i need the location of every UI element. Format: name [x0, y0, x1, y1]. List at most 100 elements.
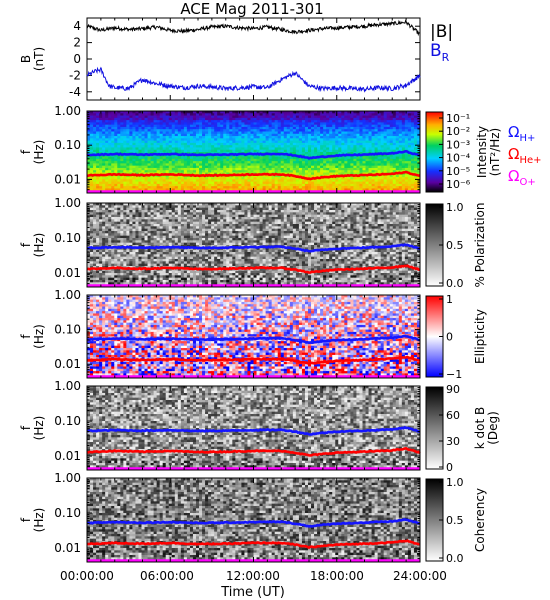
- spectrogram-cell: [405, 205, 408, 208]
- spectrogram-cell: [305, 163, 308, 166]
- spectrogram-cell: [402, 163, 405, 166]
- spectrogram-cell: [96, 120, 99, 123]
- spectrogram-cell: [190, 184, 193, 187]
- spectrogram-cell: [232, 161, 235, 164]
- spectrogram-cell: [278, 184, 281, 187]
- spectrogram-cell: [372, 179, 375, 182]
- spectrogram-cell: [138, 179, 141, 182]
- spectrogram-cell: [99, 159, 102, 162]
- spectrogram-cell: [375, 184, 378, 187]
- spectrogram-cell: [362, 113, 365, 116]
- spectrogram-cell: [353, 134, 356, 137]
- spectrogram-cell: [414, 170, 417, 173]
- spectrogram-cell: [211, 113, 214, 116]
- spectrogram-cell: [320, 143, 323, 146]
- spectrogram-cell: [163, 150, 166, 153]
- spectrogram-cell: [314, 217, 317, 220]
- spectrogram-cell: [341, 129, 344, 132]
- spectrogram-cell: [344, 120, 347, 123]
- spectrogram-cell: [260, 210, 263, 213]
- spectrogram-cell: [220, 120, 223, 123]
- spectrogram-cell: [335, 138, 338, 141]
- spectrogram-cell: [202, 141, 205, 144]
- spectrogram-cell: [202, 159, 205, 162]
- spectrogram-cell: [402, 154, 405, 157]
- spectrogram-cell: [160, 219, 163, 222]
- spectrogram-cell: [178, 147, 181, 150]
- spectrogram-cell: [244, 132, 247, 135]
- spectrogram-cell: [384, 208, 387, 211]
- spectrogram-cell: [341, 132, 344, 135]
- spectrogram-cell: [411, 127, 414, 130]
- spectrogram-cell: [257, 219, 260, 222]
- spectrogram-cell: [247, 184, 250, 187]
- spectrogram-cell: [102, 182, 105, 185]
- spectrogram-cell: [263, 208, 266, 211]
- spectrogram-cell: [244, 179, 247, 182]
- spectrogram-cell: [338, 141, 341, 144]
- spectrogram-cell: [217, 118, 220, 121]
- spectrogram-cell: [362, 150, 365, 153]
- spectrogram-cell: [241, 134, 244, 137]
- spectrogram-cell: [99, 205, 102, 208]
- spectrogram-cell: [260, 212, 263, 215]
- spectrogram-cell: [166, 113, 169, 116]
- spectrogram-cell: [399, 134, 402, 137]
- spectrogram-cell: [275, 159, 278, 162]
- spectrogram-cell: [302, 163, 305, 166]
- spectrogram-cell: [284, 129, 287, 132]
- spectrogram-cell: [178, 205, 181, 208]
- spectrogram-cell: [362, 143, 365, 146]
- spectrogram-cell: [220, 113, 223, 116]
- spectrogram-cell: [244, 127, 247, 130]
- spectrogram-cell: [154, 132, 157, 135]
- spectrogram-cell: [281, 143, 284, 146]
- spectrogram-cell: [257, 147, 260, 150]
- spectrogram-cell: [290, 129, 293, 132]
- spectrogram-cell: [226, 219, 229, 222]
- spectrogram-cell: [151, 134, 154, 137]
- spectrogram-cell: [184, 120, 187, 123]
- spectrogram-cell: [260, 182, 263, 185]
- spectrogram-cell: [223, 217, 226, 220]
- spectrogram-cell: [126, 208, 129, 211]
- spectrogram-cell: [141, 168, 144, 171]
- spectrogram-cell: [120, 205, 123, 208]
- spectrogram-cell: [320, 152, 323, 155]
- spectrogram-cell: [235, 217, 238, 220]
- spectrogram-cell: [181, 182, 184, 185]
- spectrogram-cell: [154, 182, 157, 185]
- spectrogram-cell: [263, 141, 266, 144]
- spectrogram-cell: [163, 132, 166, 135]
- spectrogram-cell: [384, 215, 387, 218]
- spectrogram-cell: [287, 212, 290, 215]
- spectrogram-cell: [384, 168, 387, 171]
- spectrogram-cell: [269, 205, 272, 208]
- spectrogram-cell: [196, 182, 199, 185]
- spectrogram-cell: [287, 219, 290, 222]
- spectrogram-cell: [238, 113, 241, 116]
- spectrogram-cell: [293, 127, 296, 130]
- spectrogram-cell: [232, 168, 235, 171]
- spectrogram-cell: [163, 147, 166, 150]
- spectrogram-cell: [290, 113, 293, 116]
- spectrogram-cell: [414, 217, 417, 220]
- spectrogram-cell: [114, 184, 117, 187]
- spectrogram-cell: [202, 150, 205, 153]
- spectrogram-cell: [105, 150, 108, 153]
- spectrogram-cell: [111, 170, 114, 173]
- spectrogram-cell: [317, 208, 320, 211]
- spectrogram-cell: [338, 138, 341, 141]
- spectrogram-cell: [350, 143, 353, 146]
- spectrogram-cell: [287, 129, 290, 132]
- spectrogram-cell: [408, 113, 411, 116]
- spectrogram-cell: [402, 143, 405, 146]
- spectrogram-cell: [132, 168, 135, 171]
- spectrogram-cell: [390, 163, 393, 166]
- spectrogram-cell: [320, 150, 323, 153]
- spectrogram-cell: [341, 122, 344, 125]
- spectrogram-cell: [399, 118, 402, 121]
- spectrogram-cell: [408, 212, 411, 215]
- spectrogram-cell: [326, 210, 329, 213]
- spectrogram-cell: [369, 217, 372, 220]
